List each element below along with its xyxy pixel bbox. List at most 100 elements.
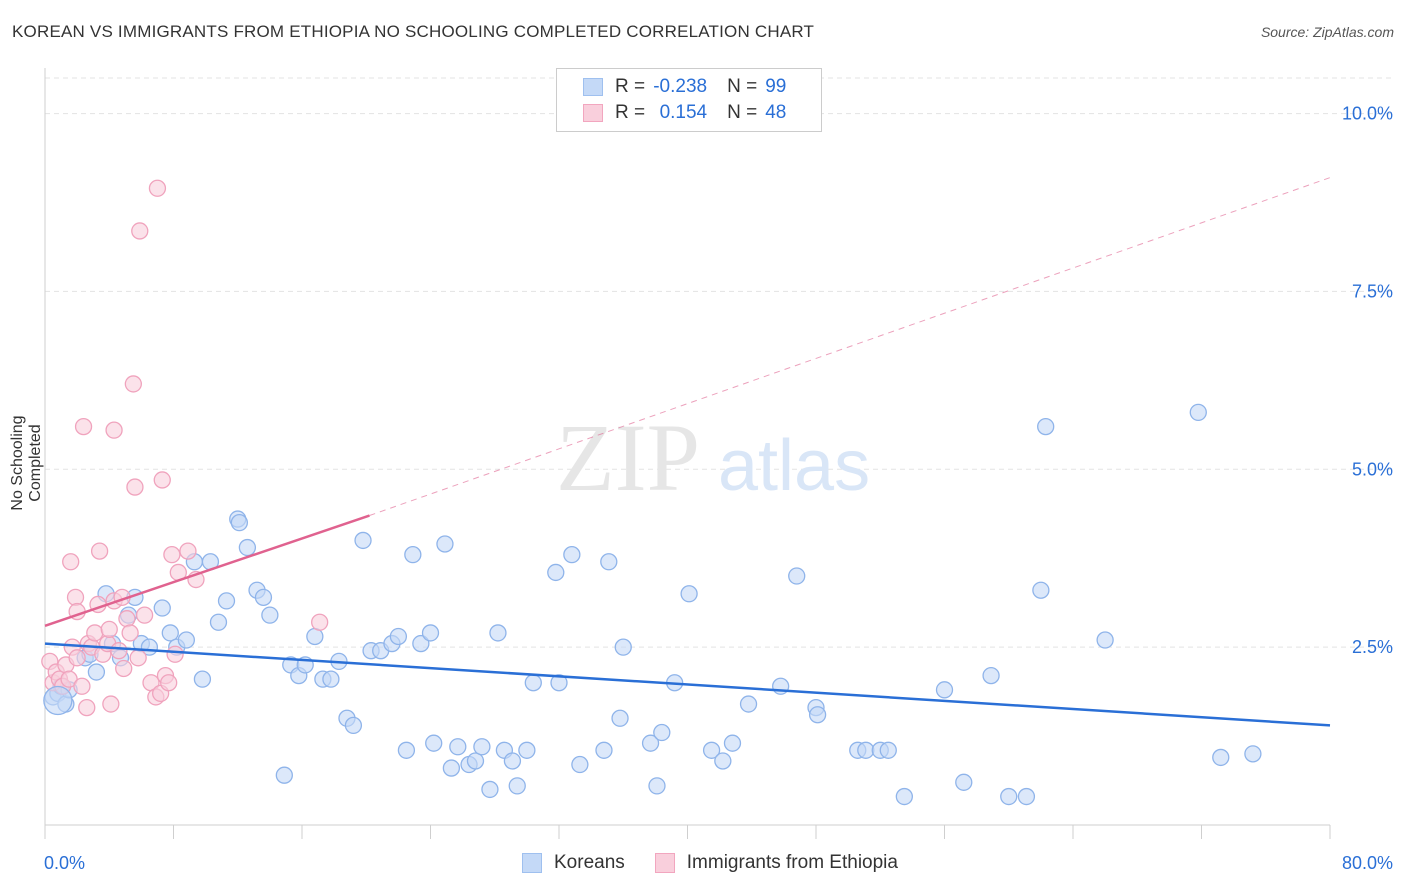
korean-point xyxy=(425,734,443,752)
korean-point xyxy=(680,585,698,603)
korean-point xyxy=(788,567,806,585)
legend-r-value: 0.154 xyxy=(659,102,708,123)
source-label: Source: ZipAtlas.com xyxy=(1260,24,1394,40)
korean-point xyxy=(563,546,581,564)
ethiopia-point xyxy=(78,698,96,717)
legend-r-label: R = xyxy=(615,102,646,123)
legend-r-value: -0.238 xyxy=(653,76,708,97)
korean-point xyxy=(808,706,827,724)
legend-swatch-koreans xyxy=(522,853,542,873)
korean-point xyxy=(1032,581,1050,599)
korean-point xyxy=(1037,417,1055,436)
ethiopia-point xyxy=(166,645,184,663)
ethiopia-point xyxy=(90,542,109,560)
y-tick-label: 2.5% xyxy=(1352,637,1393,657)
korean-point xyxy=(723,734,742,752)
legend-item-ethiopia: Immigrants from Ethiopia xyxy=(654,852,898,874)
tick-labels: 2.5% 5.0% 7.5% 10.0% 0.0% 80.0% xyxy=(44,104,1393,873)
ethiopia-point xyxy=(124,375,142,393)
legend-label-ethiopia: Immigrants from Ethiopia xyxy=(686,852,898,873)
korean-point xyxy=(421,624,440,642)
korean-point xyxy=(702,741,721,759)
y-axis-title: No Schooling Completed xyxy=(9,415,44,511)
korean-point xyxy=(641,734,660,752)
watermark-atlas: atlas xyxy=(718,426,870,506)
korean-point xyxy=(1000,787,1018,806)
korean-point xyxy=(397,741,416,759)
korean-point xyxy=(442,759,461,777)
ethiopia-point xyxy=(129,649,147,667)
korean-point xyxy=(503,752,522,770)
ethiopia-point xyxy=(102,695,120,713)
watermark-zip: ZIP xyxy=(556,404,700,511)
korean-point xyxy=(524,674,542,692)
series-legend: Koreans Immigrants from Ethiopia xyxy=(522,852,928,874)
legend-n-label: N = xyxy=(727,102,758,123)
korean-point xyxy=(1212,748,1230,767)
korean-point xyxy=(547,563,565,582)
korean-point xyxy=(404,546,422,564)
legend-item-koreans: Koreans xyxy=(522,852,625,874)
korean-point xyxy=(412,634,430,653)
y-tick-label: 10.0% xyxy=(1342,104,1393,124)
ethiopia-point xyxy=(74,417,93,436)
korean-point xyxy=(714,752,732,770)
ethiopia-point xyxy=(311,613,329,631)
legend-n-label: N = xyxy=(727,76,758,97)
ethiopia-point xyxy=(73,677,91,695)
legend-row-ethiopia: R = 0.154 N = 48 xyxy=(583,101,786,125)
korean-point xyxy=(87,663,106,681)
korean-point xyxy=(653,723,671,742)
korean-point xyxy=(955,773,973,791)
korean-point xyxy=(982,666,1000,685)
korean-point xyxy=(177,631,196,649)
korean-point xyxy=(254,588,273,606)
watermark: ZIP atlas xyxy=(556,404,870,511)
y-tick-label: 7.5% xyxy=(1352,281,1393,301)
legend-label-koreans: Koreans xyxy=(554,852,625,873)
ethiopia-trend-extension xyxy=(369,177,1331,517)
korean-point-large xyxy=(43,685,73,716)
korean-point xyxy=(571,755,589,774)
korean-point xyxy=(489,624,507,642)
ethiopia-point xyxy=(153,471,171,489)
legend-r-label: R = xyxy=(615,76,646,97)
korean-point xyxy=(306,627,324,646)
korean-point xyxy=(238,538,257,557)
legend-row-koreans: R = -0.238 N = 99 xyxy=(583,75,786,99)
korean-point xyxy=(275,766,293,784)
korean-point xyxy=(161,624,179,642)
ethiopia-point xyxy=(68,649,86,667)
gridlines xyxy=(45,77,1392,648)
korean-point xyxy=(354,531,372,550)
korean-point xyxy=(322,670,340,688)
ethiopia-point xyxy=(110,642,128,660)
data-points xyxy=(41,179,1262,806)
x-tick-label: 80.0% xyxy=(1342,853,1393,873)
korean-point xyxy=(449,738,467,756)
korean-point xyxy=(879,741,897,759)
korean-trend-line xyxy=(44,642,1331,727)
ethiopia-point xyxy=(179,542,197,560)
ethiopia-point xyxy=(160,674,178,692)
korean-point xyxy=(614,638,632,656)
ethiopia-point xyxy=(131,222,149,240)
y-tick-label: 5.0% xyxy=(1352,459,1393,479)
korean-point xyxy=(857,741,875,759)
ethiopia-point xyxy=(115,659,133,678)
ethiopia-point xyxy=(135,606,154,624)
korean-point xyxy=(611,709,629,727)
korean-point xyxy=(895,787,913,806)
korean-point xyxy=(344,716,363,735)
korean-point xyxy=(481,780,499,799)
korean-point xyxy=(739,695,758,713)
legend-n-value: 48 xyxy=(765,102,787,123)
korean-point xyxy=(550,674,568,692)
ethiopia-point xyxy=(163,546,181,564)
korean-point xyxy=(193,670,212,688)
korean-point xyxy=(209,613,228,631)
korean-point xyxy=(230,513,249,532)
ethiopia-point xyxy=(148,179,167,197)
ethiopia-point xyxy=(62,553,80,571)
